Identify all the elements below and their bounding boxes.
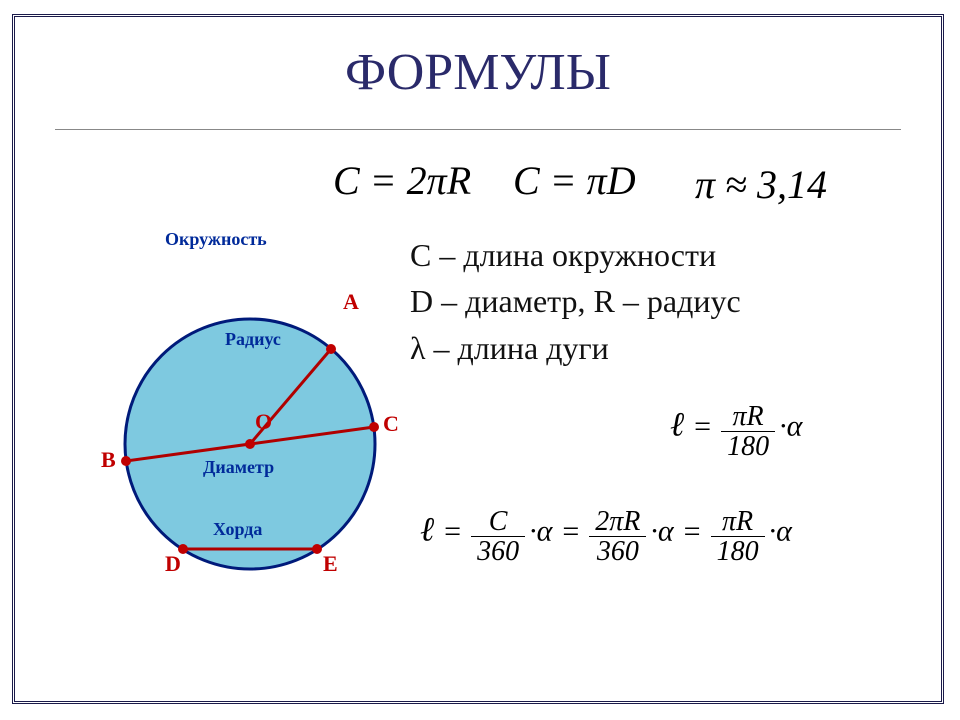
formula-pi-approx: π ≈ 3,14	[695, 161, 827, 208]
point-E: E	[323, 551, 338, 577]
arc-formula-long: ℓ = C 360 ·α = 2πR 360 ·α = πR 180 ·α	[420, 507, 792, 567]
radius-label: Радиус	[225, 329, 281, 350]
point-D: D	[165, 551, 181, 577]
def-c: С – длина окружности	[410, 232, 741, 278]
def-d-r: D – диаметр, R – радиус	[410, 278, 741, 324]
point-C: C	[383, 411, 399, 437]
point-A: A	[343, 289, 359, 315]
circle-title-label: Окружность	[165, 229, 267, 250]
circle-diagram: Окружность Радиус Диаметр Хорда A B C D …	[95, 229, 405, 609]
diameter-label: Диаметр	[203, 457, 274, 478]
circle-svg	[95, 229, 405, 609]
definitions: С – длина окружности D – диаметр, R – ра…	[410, 232, 741, 371]
formula-c-2pir: C = 2πR	[333, 157, 471, 204]
def-lambda: λ – длина дуги	[410, 325, 741, 371]
slide-frame: ФОРМУЛЫ C = 2πR C = πD π ≈ 3,14 С – длин…	[12, 14, 944, 704]
point-O: O	[255, 409, 272, 435]
slide-title: ФОРМУЛЫ	[15, 43, 941, 102]
chord-label: Хорда	[213, 519, 262, 540]
main-formulas: C = 2πR C = πD π ≈ 3,14	[315, 157, 925, 212]
arc-formula-short: ℓ = πR 180 ·α	[670, 402, 802, 462]
point-B: B	[101, 447, 116, 473]
title-divider	[55, 129, 901, 130]
formula-c-pid: C = πD	[513, 157, 636, 204]
